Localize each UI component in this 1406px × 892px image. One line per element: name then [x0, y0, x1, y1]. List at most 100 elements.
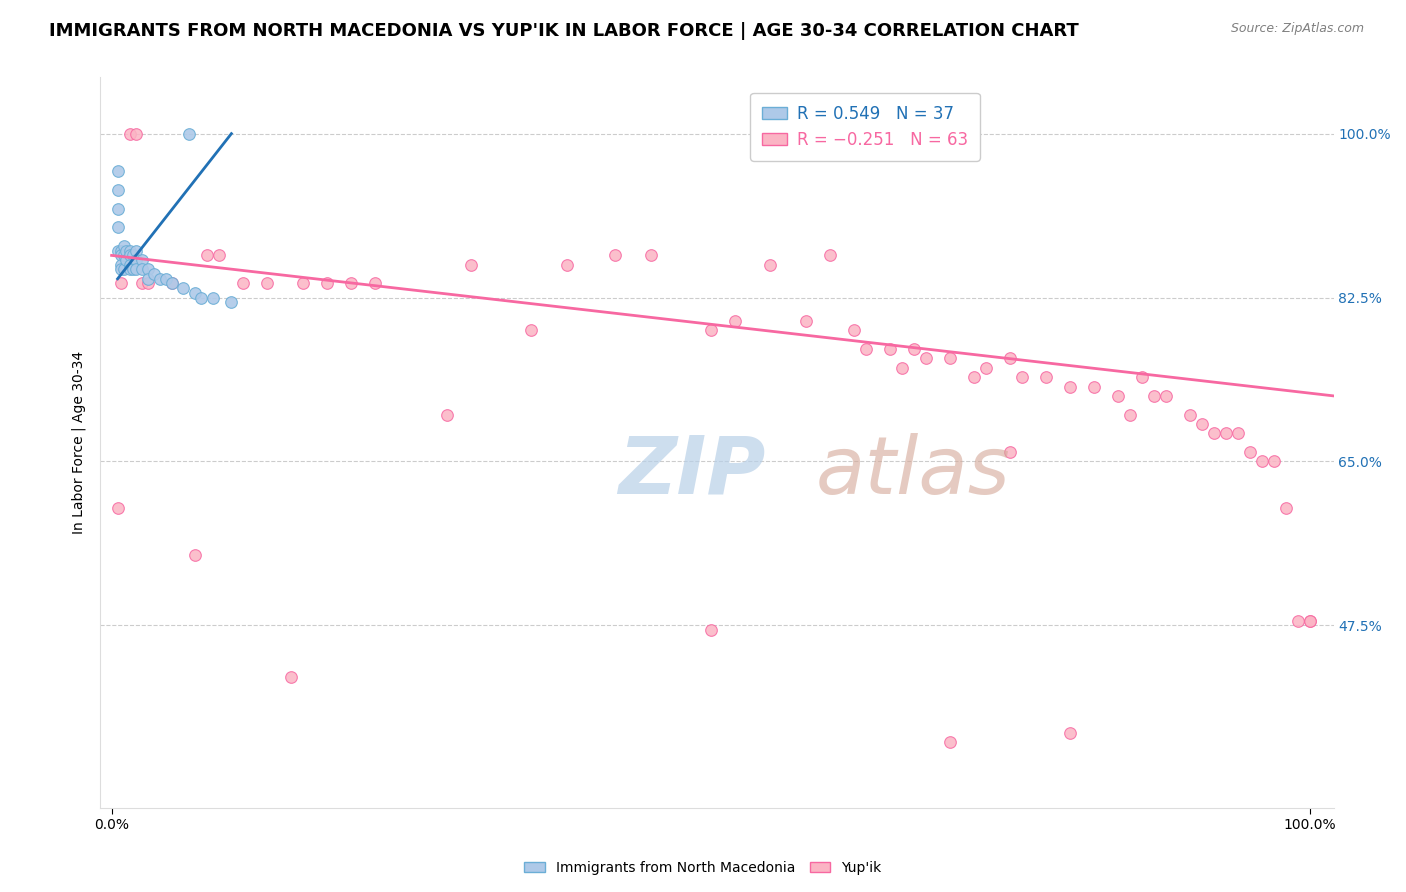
- Point: [160, 277, 183, 291]
- Point: [122, 248, 145, 262]
- Point: [1298, 614, 1320, 628]
- Point: [1011, 370, 1033, 384]
- Text: IMMIGRANTS FROM NORTH MACEDONIA VS YUP'IK IN LABOR FORCE | AGE 30-34 CORRELATION: IMMIGRANTS FROM NORTH MACEDONIA VS YUP'I…: [49, 22, 1078, 40]
- Point: [998, 351, 1021, 366]
- Point: [118, 248, 141, 262]
- Point: [107, 202, 129, 216]
- Point: [974, 360, 997, 375]
- Point: [124, 127, 146, 141]
- Point: [190, 291, 212, 305]
- Point: [160, 277, 183, 291]
- Point: [1250, 454, 1272, 468]
- Point: [115, 253, 138, 268]
- Point: [173, 281, 195, 295]
- Point: [221, 295, 243, 310]
- Point: [107, 220, 129, 235]
- Point: [292, 277, 315, 291]
- Point: [796, 314, 818, 328]
- Point: [256, 277, 278, 291]
- Point: [844, 323, 866, 337]
- Point: [136, 272, 159, 286]
- Point: [110, 262, 132, 277]
- Point: [723, 314, 745, 328]
- Point: [184, 285, 207, 300]
- Point: [110, 248, 132, 262]
- Point: [115, 244, 138, 258]
- Point: [1059, 726, 1081, 740]
- Point: [891, 360, 914, 375]
- Point: [820, 248, 842, 262]
- Point: [107, 164, 129, 178]
- Point: [1274, 501, 1296, 516]
- Point: [316, 277, 339, 291]
- Point: [131, 262, 153, 277]
- Point: [640, 248, 662, 262]
- Point: [1119, 408, 1142, 422]
- Point: [1059, 379, 1081, 393]
- Point: [1154, 389, 1177, 403]
- Point: [107, 501, 129, 516]
- Point: [280, 670, 302, 684]
- Point: [1130, 370, 1153, 384]
- Point: [520, 323, 543, 337]
- Text: Source: ZipAtlas.com: Source: ZipAtlas.com: [1230, 22, 1364, 36]
- Point: [197, 248, 219, 262]
- Point: [232, 277, 254, 291]
- Point: [1107, 389, 1129, 403]
- Point: [879, 342, 901, 356]
- Point: [939, 735, 962, 749]
- Point: [110, 277, 132, 291]
- Point: [155, 272, 177, 286]
- Text: atlas: atlas: [815, 433, 1010, 511]
- Point: [1298, 614, 1320, 628]
- Point: [340, 277, 363, 291]
- Point: [112, 262, 135, 277]
- Y-axis label: In Labor Force | Age 30-34: In Labor Force | Age 30-34: [72, 351, 86, 534]
- Point: [555, 258, 578, 272]
- Point: [1202, 426, 1225, 441]
- Legend: Immigrants from North Macedonia, Yup'ik: Immigrants from North Macedonia, Yup'ik: [519, 855, 887, 880]
- Point: [364, 277, 387, 291]
- Point: [110, 244, 132, 258]
- Point: [1191, 417, 1213, 431]
- Point: [855, 342, 877, 356]
- Point: [131, 253, 153, 268]
- Point: [184, 548, 207, 562]
- Point: [759, 258, 782, 272]
- Point: [136, 277, 159, 291]
- Point: [1215, 426, 1237, 441]
- Point: [1143, 389, 1166, 403]
- Point: [1263, 454, 1285, 468]
- Point: [603, 248, 626, 262]
- Point: [118, 127, 141, 141]
- Point: [112, 248, 135, 262]
- Point: [142, 267, 165, 281]
- Point: [963, 370, 986, 384]
- Point: [208, 248, 231, 262]
- Point: [118, 244, 141, 258]
- Point: [436, 408, 458, 422]
- Point: [136, 262, 159, 277]
- Point: [1035, 370, 1057, 384]
- Point: [1226, 426, 1249, 441]
- Point: [179, 127, 201, 141]
- Point: [699, 623, 721, 637]
- Point: [118, 258, 141, 272]
- Point: [124, 262, 146, 277]
- Point: [107, 183, 129, 197]
- Point: [460, 258, 482, 272]
- Point: [148, 272, 170, 286]
- Point: [124, 244, 146, 258]
- Point: [122, 262, 145, 277]
- Point: [699, 323, 721, 337]
- Point: [998, 445, 1021, 459]
- Point: [1083, 379, 1105, 393]
- Point: [915, 351, 938, 366]
- Point: [118, 262, 141, 277]
- Point: [124, 253, 146, 268]
- Point: [1239, 445, 1261, 459]
- Point: [1178, 408, 1201, 422]
- Point: [1286, 614, 1309, 628]
- Text: ZIP: ZIP: [617, 433, 765, 511]
- Point: [112, 239, 135, 253]
